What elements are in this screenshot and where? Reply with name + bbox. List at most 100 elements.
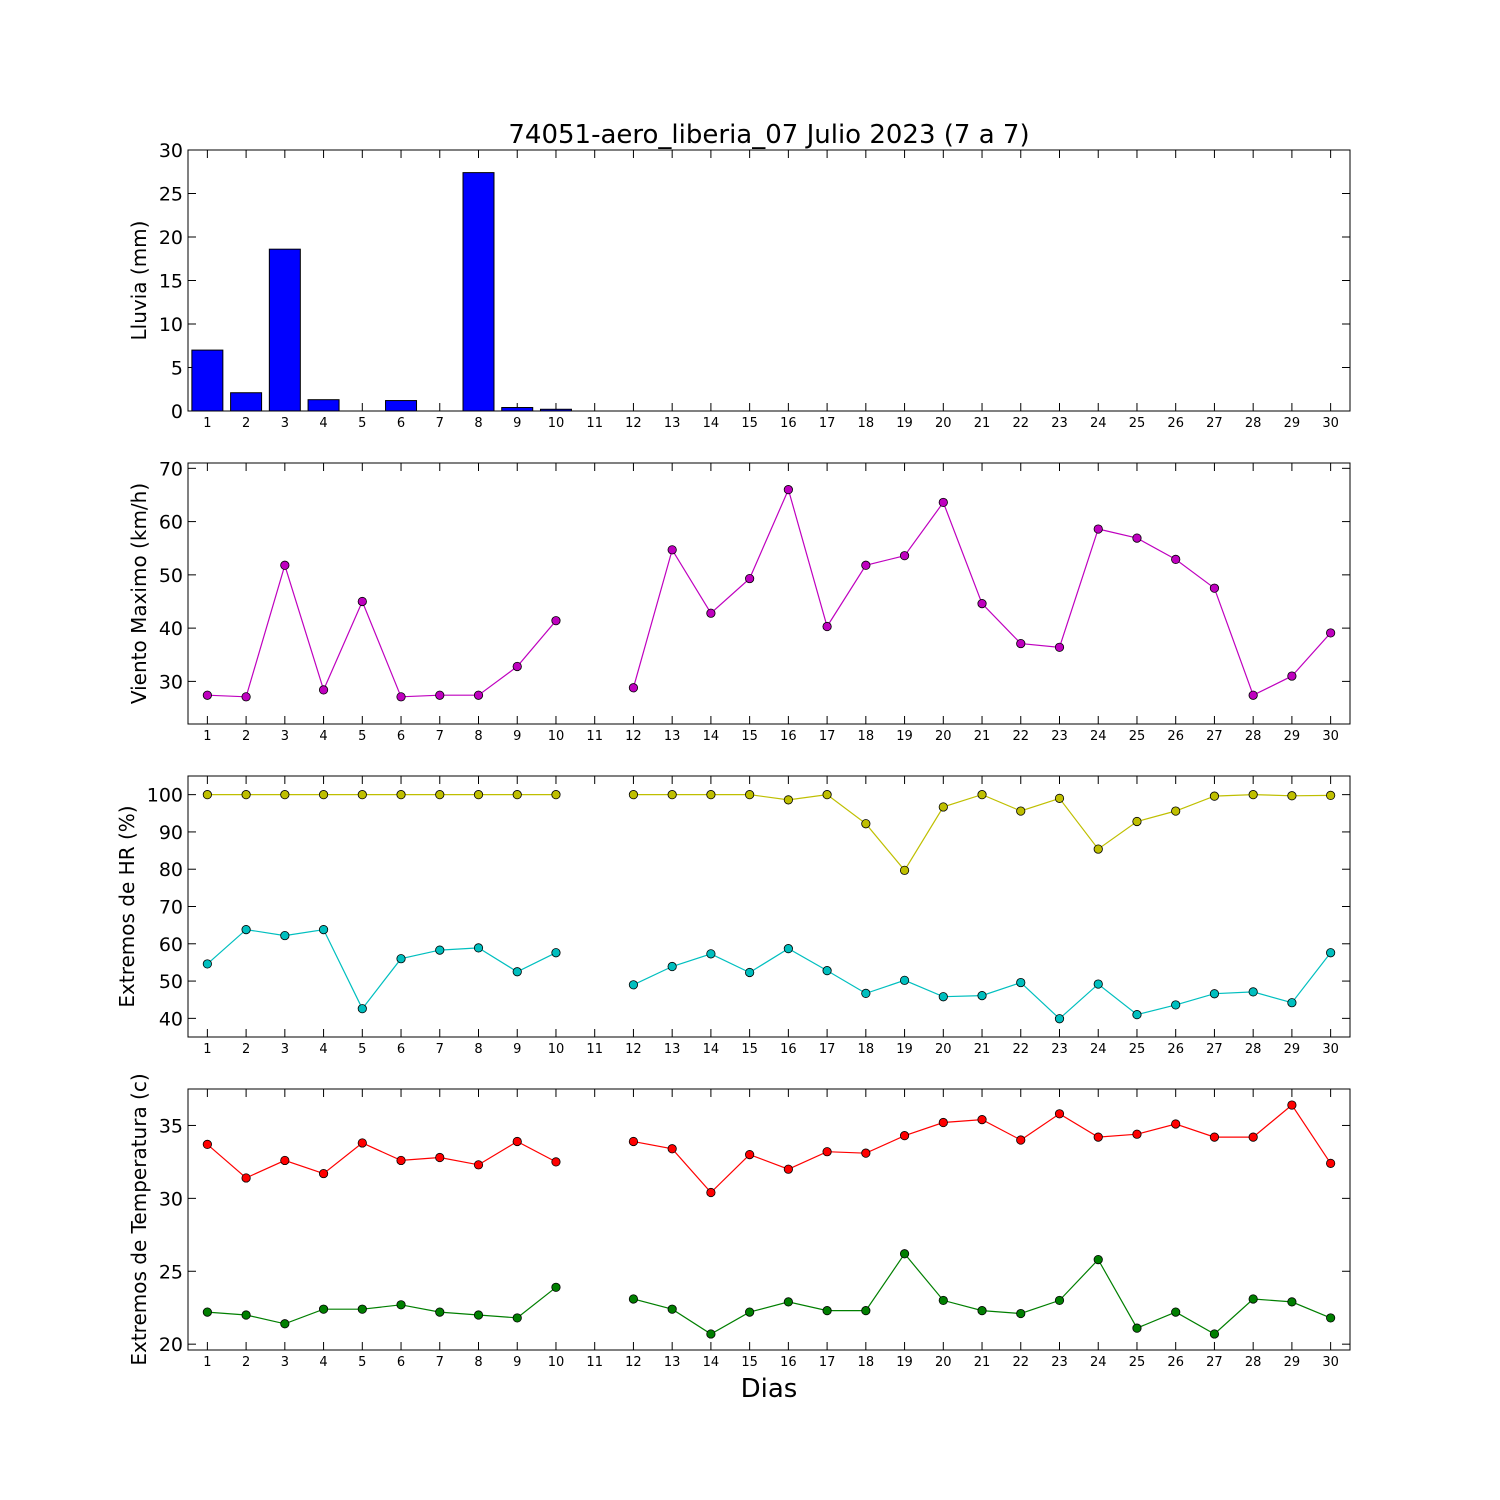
data-point — [783, 485, 793, 495]
data-point — [628, 683, 639, 693]
data-point — [1054, 1295, 1065, 1306]
data-point — [512, 1313, 522, 1323]
x-tick-label: 18 — [858, 729, 875, 744]
data-point — [628, 790, 639, 800]
y-tick-label: 80 — [159, 859, 183, 881]
bar — [385, 400, 418, 412]
data-point — [977, 790, 987, 800]
data-point — [1132, 1323, 1142, 1333]
data-point — [318, 1304, 329, 1314]
data-point — [1016, 977, 1026, 988]
data-point — [667, 1304, 677, 1314]
x-tick-label: 30 — [1322, 1042, 1339, 1057]
data-point — [1016, 1135, 1026, 1145]
data-point — [783, 1297, 793, 1307]
x-tick-label: 27 — [1206, 416, 1223, 431]
axes-frame — [187, 462, 1351, 725]
data-point — [938, 497, 948, 508]
x-tick-label: 28 — [1245, 1042, 1262, 1057]
data-point — [667, 790, 677, 800]
x-tick-label: 2 — [242, 1042, 250, 1057]
data-point — [241, 790, 251, 800]
data-point — [899, 551, 910, 561]
data-point — [1054, 642, 1065, 652]
data-point — [1093, 1254, 1103, 1265]
x-tick-label: 3 — [281, 1042, 289, 1057]
data-point — [1093, 1132, 1103, 1142]
data-point — [1209, 1132, 1220, 1142]
data-point — [280, 1155, 290, 1166]
data-point — [551, 1282, 561, 1292]
data-point — [706, 1329, 716, 1339]
x-tick-label: 5 — [358, 1042, 366, 1057]
data-point — [357, 790, 367, 800]
data-point — [1132, 1010, 1142, 1020]
x-tick-label: 22 — [1012, 1355, 1029, 1370]
data-point — [1209, 791, 1220, 801]
data-point — [1248, 1294, 1258, 1304]
x-tick-label: 25 — [1129, 1355, 1146, 1370]
x-tick-label: 1 — [203, 1042, 211, 1057]
data-point — [318, 790, 329, 800]
data-point — [1016, 1308, 1026, 1319]
data-point — [1287, 671, 1297, 681]
data-point — [473, 690, 484, 700]
data-point — [938, 1117, 948, 1128]
x-tick-label: 15 — [741, 1355, 758, 1370]
x-tick-label: 18 — [858, 1355, 875, 1370]
x-tick-label: 21 — [974, 1042, 991, 1057]
data-point — [1209, 1329, 1220, 1339]
data-point — [473, 943, 484, 953]
data-point — [473, 790, 484, 800]
data-point — [1171, 806, 1181, 816]
data-point — [1326, 1158, 1336, 1168]
x-tick-label: 14 — [703, 416, 720, 431]
x-tick-label: 7 — [436, 729, 444, 744]
x-tick-label: 29 — [1284, 729, 1301, 744]
bar — [462, 172, 495, 412]
data-point — [1287, 998, 1297, 1008]
x-tick-label: 2 — [242, 1355, 250, 1370]
x-tick-label: 15 — [741, 416, 758, 431]
data-point — [280, 930, 290, 941]
data-point — [1132, 533, 1142, 543]
data-point — [1093, 844, 1103, 854]
data-point — [1287, 791, 1297, 801]
y-tick-label: 30 — [159, 140, 183, 162]
data-point — [1016, 806, 1026, 816]
x-tick-label: 29 — [1284, 416, 1301, 431]
x-tick-label: 21 — [974, 1355, 991, 1370]
x-tick-label: 6 — [397, 729, 405, 744]
x-tick-label: 17 — [819, 729, 836, 744]
x-tick-label: 4 — [319, 1355, 327, 1370]
data-point — [977, 1306, 987, 1316]
y-tick-label: 25 — [159, 184, 183, 206]
data-point — [1132, 816, 1142, 827]
x-tick-label: 13 — [664, 416, 681, 431]
data-point — [938, 1295, 948, 1306]
y-tick-label: 50 — [159, 565, 183, 587]
y-tick-label: 90 — [159, 822, 183, 844]
data-point — [1248, 1132, 1258, 1142]
y-tick-label: 60 — [159, 934, 183, 956]
bar — [501, 407, 534, 412]
x-tick-label: 16 — [780, 1042, 797, 1057]
data-point — [628, 980, 639, 990]
x-tick-label: 2 — [242, 729, 250, 744]
data-point — [1171, 554, 1181, 565]
x-tick-label: 6 — [397, 416, 405, 431]
data-point — [899, 1249, 910, 1259]
data-point — [861, 1306, 871, 1316]
x-tick-label: 23 — [1051, 1042, 1068, 1057]
x-tick-label: 8 — [474, 1355, 482, 1370]
x-tick-label: 20 — [935, 1042, 952, 1057]
x-tick-label: 24 — [1090, 1355, 1107, 1370]
x-tick-label: 24 — [1090, 729, 1107, 744]
y-tick-label: 100 — [147, 785, 183, 807]
x-tick-label: 10 — [548, 729, 565, 744]
y-tick-label: 40 — [159, 1008, 183, 1030]
data-point — [938, 802, 948, 812]
data-point — [1248, 987, 1258, 997]
data-point — [318, 685, 329, 695]
